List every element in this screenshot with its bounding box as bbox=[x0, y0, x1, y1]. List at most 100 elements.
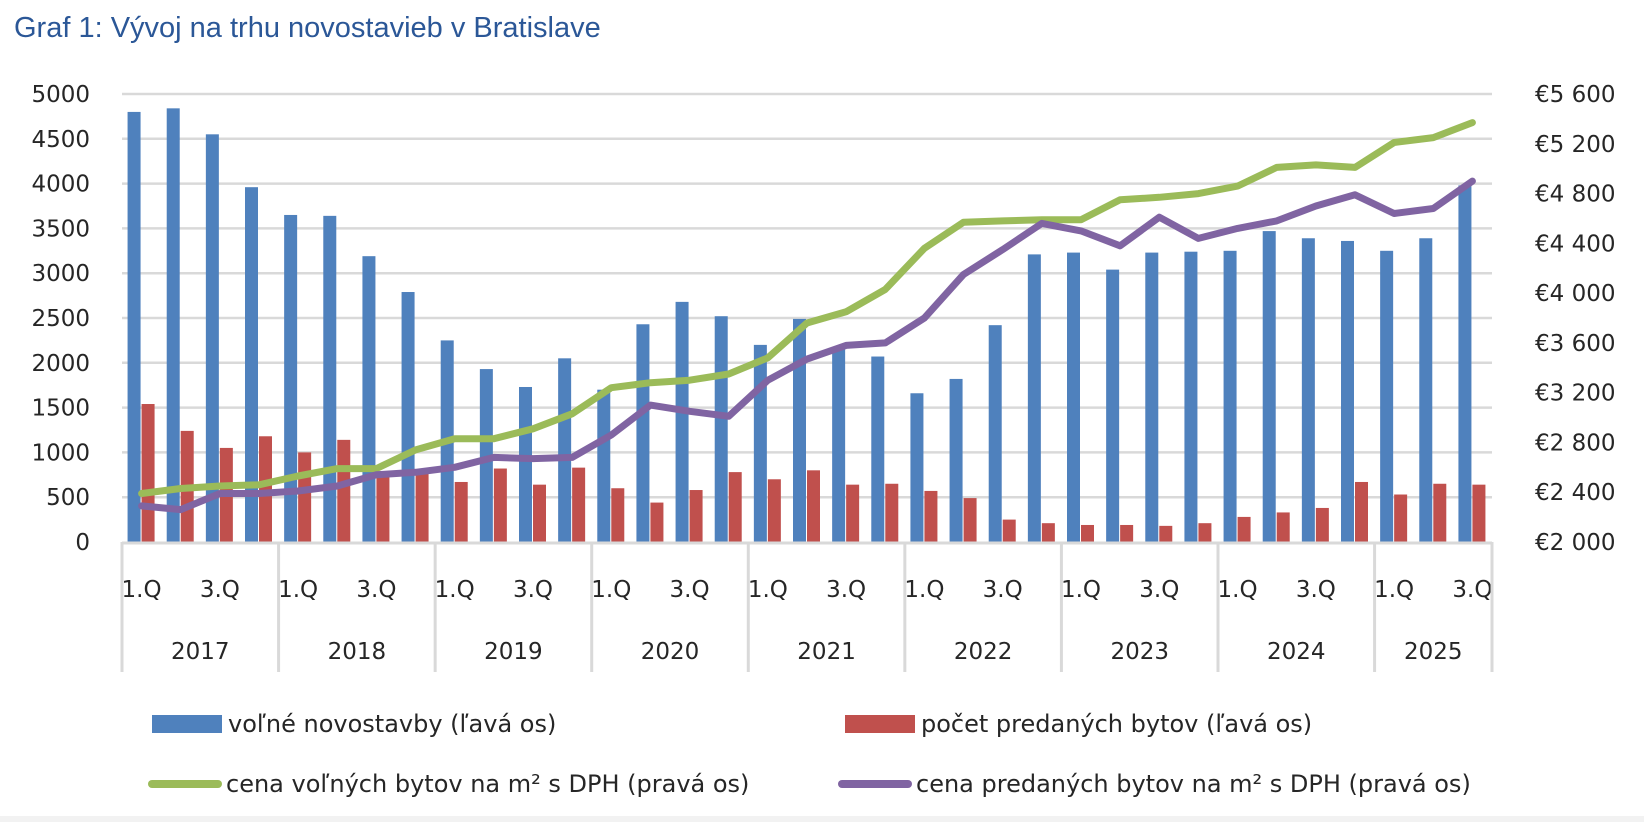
bar-sold-units bbox=[1041, 523, 1055, 542]
bar-sold-units bbox=[572, 467, 586, 542]
left-axis-ticks: 0 500 1000 1500 2000 2500 3000 3500 4000 4500 5000 bbox=[31, 82, 90, 556]
bar-free-units bbox=[205, 134, 219, 542]
bar-sold-units bbox=[259, 436, 272, 542]
bar-free-units bbox=[597, 389, 611, 542]
quarter-label: 3.Q bbox=[1139, 577, 1179, 603]
bar-sold-units bbox=[1237, 516, 1251, 542]
bar-free-units bbox=[832, 349, 846, 542]
bar-sold-units bbox=[1081, 524, 1094, 542]
right-tick-label: €5 600 bbox=[1535, 82, 1615, 108]
bar-free-units bbox=[284, 214, 298, 542]
quarter-label: 1.Q bbox=[435, 577, 475, 603]
bar-free-units bbox=[1262, 231, 1276, 542]
quarter-label: 3.Q bbox=[200, 577, 240, 603]
right-tick-label: €3 200 bbox=[1535, 381, 1615, 407]
bar-sold-units bbox=[1002, 519, 1016, 542]
right-axis-ticks: €2 000 €2 400 €2 800 €3 200 €3 600 €4 000 €4 4… bbox=[1535, 82, 1615, 556]
bar-sold-units bbox=[1120, 524, 1134, 542]
year-label: 2022 bbox=[954, 639, 1013, 665]
bar-sold-units bbox=[885, 483, 899, 542]
legend-item-sold-units: počet predaných bytov (ľavá os) bbox=[845, 710, 1312, 738]
left-tick-label: 1000 bbox=[31, 440, 90, 466]
bar-free-units bbox=[1458, 185, 1472, 542]
year-label: 2019 bbox=[484, 639, 543, 665]
bar-free-units bbox=[166, 108, 180, 542]
line-sold-price bbox=[138, 177, 1476, 514]
right-tick-label: €4 400 bbox=[1535, 231, 1615, 257]
bar-sold-units bbox=[533, 484, 546, 542]
bar-free-units bbox=[245, 187, 258, 542]
bar-free-units bbox=[1184, 251, 1198, 543]
line-free-price bbox=[138, 119, 1476, 497]
left-tick-label: 4500 bbox=[31, 127, 90, 153]
bar-sold-units bbox=[454, 481, 468, 542]
quarter-label: 3.Q bbox=[826, 577, 866, 603]
left-tick-label: 2500 bbox=[31, 306, 90, 332]
quarter-label: 3.Q bbox=[356, 577, 396, 603]
quarter-label: 1.Q bbox=[1061, 577, 1101, 603]
quarter-label: 1.Q bbox=[1374, 577, 1414, 603]
legend-item-free-units: voľné novostavby (ľavá os) bbox=[152, 710, 556, 738]
gridlines bbox=[122, 92, 1492, 499]
bar-free-units bbox=[1027, 254, 1041, 542]
bar-sold-units bbox=[924, 490, 938, 542]
bar-free-units bbox=[910, 393, 924, 542]
left-tick-label: 500 bbox=[46, 485, 90, 511]
quarter-label: 1.Q bbox=[278, 577, 318, 603]
bar-free-units bbox=[1223, 250, 1237, 543]
quarter-label: 1.Q bbox=[122, 577, 162, 603]
quarter-label: 1.Q bbox=[1218, 577, 1258, 603]
bar-sold-units bbox=[376, 475, 390, 542]
quarter-label: 1.Q bbox=[904, 577, 944, 603]
left-tick-label: 5000 bbox=[31, 82, 90, 108]
footer-strip bbox=[0, 816, 1644, 822]
quarter-label: 3.Q bbox=[983, 577, 1023, 603]
bar-sold-units bbox=[298, 452, 312, 542]
legend-label: počet predaných bytov (ľavá os) bbox=[921, 710, 1313, 738]
bar-free-units bbox=[793, 318, 806, 542]
bar-sold-units bbox=[807, 470, 820, 542]
legend-swatch-red bbox=[845, 715, 915, 733]
right-tick-label: €2 000 bbox=[1535, 530, 1615, 556]
bar-sold-units bbox=[728, 472, 742, 542]
right-tick-label: €4 000 bbox=[1535, 281, 1615, 307]
bar-free-units bbox=[1419, 238, 1433, 543]
bar-free-units bbox=[1301, 238, 1315, 543]
legend-label: voľné novostavby (ľavá os) bbox=[228, 710, 557, 738]
legend-swatch-green bbox=[148, 780, 222, 788]
right-tick-label: €4 800 bbox=[1535, 182, 1615, 208]
bar-free-units bbox=[362, 256, 376, 542]
line-series bbox=[138, 119, 1476, 514]
bar-sold-units bbox=[1198, 523, 1212, 542]
legend-item-sold-price: cena predaných bytov na m² s DPH (pravá … bbox=[838, 770, 1471, 798]
quarter-label: 1.Q bbox=[591, 577, 631, 603]
legend-item-free-price: cena voľných bytov na m² s DPH (pravá os… bbox=[148, 770, 749, 798]
year-label: 2025 bbox=[1404, 639, 1463, 665]
bar-free-units bbox=[519, 386, 532, 542]
x-axis: 1.Q 3.Q 2017 1.Q 3.Q 2018 1.Q 3.Q 2019 1.Q 3.Q 2020… bbox=[120, 541, 1494, 672]
bar-free-units bbox=[323, 215, 337, 542]
bar-sold-units bbox=[337, 439, 351, 542]
right-tick-label: €2 800 bbox=[1535, 430, 1615, 456]
left-tick-label: 0 bbox=[75, 530, 90, 556]
bar-sold-units bbox=[650, 502, 664, 542]
bar-sold-units bbox=[1159, 525, 1173, 542]
right-tick-label: €5 200 bbox=[1535, 132, 1615, 158]
right-tick-label: €2 400 bbox=[1535, 480, 1615, 506]
bar-sold-units bbox=[1472, 484, 1486, 542]
legend-label: cena predaných bytov na m² s DPH (pravá … bbox=[916, 770, 1471, 798]
bar-sold-units bbox=[493, 468, 507, 542]
year-label: 2024 bbox=[1267, 639, 1326, 665]
bar-sold-units bbox=[1394, 494, 1408, 542]
bar-free-units bbox=[1106, 269, 1120, 542]
year-label: 2020 bbox=[641, 639, 700, 665]
right-tick-label: €3 600 bbox=[1535, 331, 1615, 357]
legend-label: cena voľných bytov na m² s DPH (pravá os… bbox=[226, 770, 750, 798]
bar-free-units bbox=[714, 316, 728, 542]
quarter-label: 3.Q bbox=[513, 577, 553, 603]
bar-sold-units bbox=[1276, 512, 1290, 542]
left-tick-label: 2000 bbox=[31, 351, 90, 377]
bar-free-units bbox=[401, 292, 415, 542]
bar-sold-units bbox=[1315, 507, 1329, 542]
